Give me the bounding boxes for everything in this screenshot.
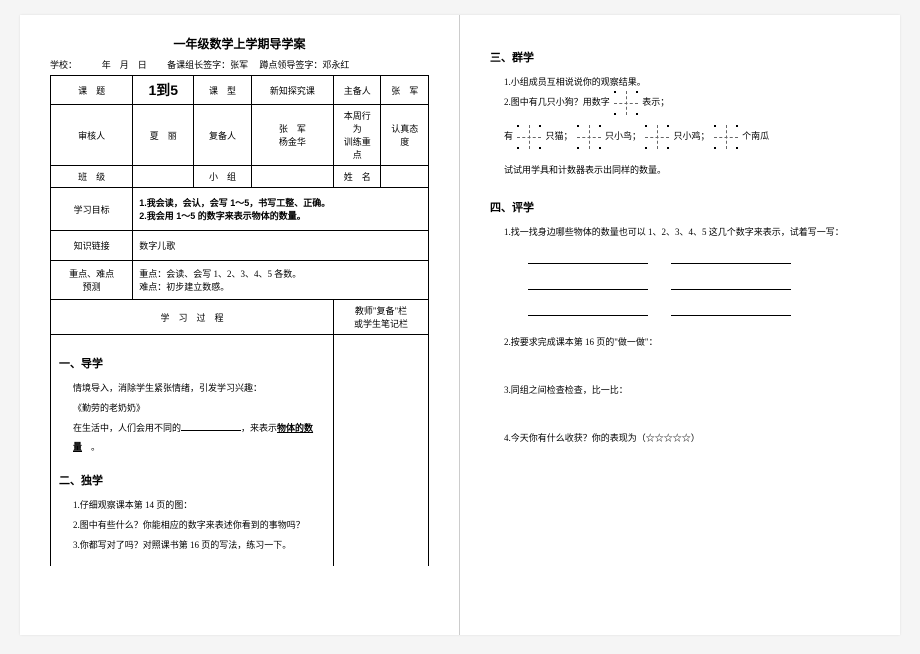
cell: 学 习 过 程 [51,300,334,335]
text-line: 2.图中有些什么？你能相应的数字来表述你看到的事物吗？ [73,516,325,536]
write-box[interactable] [614,91,638,115]
cell: 课 型 [194,76,252,105]
table-row: 重点、难点 预测 重点：会读、会写 1、2、3、4、5 各数。 难点：初步建立数… [51,261,429,300]
cell: 夏 丽 [133,105,194,166]
text: 在生活中，人们会用不同的 [73,423,181,433]
sig2-label: 蹲点领导签字： [259,60,322,70]
table-row: 一、导学 情境导入，消除学生紧张情绪，引发学习兴趣： 《勤劳的老奶奶》 在生活中… [51,335,429,566]
date-label: 年 月 日 [102,60,147,70]
text-line: 在生活中，人们会用不同的，来表示物体的数量 。 [73,419,325,459]
text: 只小鸡； [674,131,710,141]
cell: 主备人 [334,76,381,105]
info-line: 学校： 年 月 日 备课组长签字：张军 蹲点领导签字：邓永红 [50,58,429,71]
cell: 课 题 [51,76,133,105]
school-label: 学校： [50,60,73,70]
cell: 教师"复备"栏 或学生笔记栏 [334,300,429,335]
text-line: 4.今天你有什么收获？你的表现为（☆☆☆☆☆） [504,429,870,447]
worksheet: 一年级数学上学期导学案 学校： 年 月 日 备课组长签字：张军 蹲点领导签字：邓… [20,15,900,635]
cell: 张 军 [381,76,429,105]
section-1: 一、导学 [59,355,325,371]
answer-blanks [518,305,870,319]
fill-blank[interactable] [528,279,648,290]
left-column: 一年级数学上学期导学案 学校： 年 月 日 备课组长签字：张军 蹲点领导签字：邓… [20,15,460,635]
right-column: 三、群学 1.小组成员互相说说你的观察结果。 2.图中有几只小狗？用数字 表示；… [460,15,900,635]
table-row: 学习目标 1.我会读，会认，会写 1～5，书写工整、正确。 2.我会用 1～5 … [51,188,429,231]
sig1-label: 备课组长签字： [167,60,230,70]
table-row: 知识链接 数字儿歌 [51,231,429,261]
text: 2.图中有几只小狗？用数字 [504,97,610,107]
write-box[interactable] [714,125,738,149]
text-line: 试试用学具和计数器表示出同样的数量。 [504,161,870,179]
cell: 重点、难点 预测 [51,261,133,300]
table-row: 班 级 小 组 姓 名 [51,166,429,188]
cell: 审核人 [51,105,133,166]
table-row: 审核人 夏 丽 复备人 张 军 杨金华 本周行为 训练重点 认真态度 [51,105,429,166]
text-line: 3.你都写对了吗？对照课书第 16 页的写法，练习一下。 [73,536,325,556]
cell-blank[interactable] [381,166,429,188]
text: ，来表示 [241,423,277,433]
cell-blank[interactable] [133,166,194,188]
text: 个南瓜 [742,131,769,141]
answer-blanks [518,279,870,293]
cell: 重点：会读、会写 1、2、3、4、5 各数。 难点：初步建立数感。 [133,261,429,300]
fill-blank[interactable] [671,305,791,316]
cell-blank[interactable] [251,166,333,188]
text: 表示； [642,97,669,107]
notes-cell[interactable] [334,335,429,566]
cell: 1到5 [133,76,194,105]
text: 只小鸟； [605,131,641,141]
text-line: 2.按要求完成课本第 16 页的"做一做"： [504,333,870,351]
text-line: 1.小组成员互相说说你的观察结果。 [504,73,870,91]
cell: 本周行为 训练重点 [334,105,381,166]
section-2: 二、独学 [59,472,325,488]
info-table: 课 题 1到5 课 型 新知探究课 主备人 张 军 审核人 夏 丽 复备人 张 … [50,75,429,566]
cell: 复备人 [194,105,252,166]
write-box[interactable] [645,125,669,149]
cell: 小 组 [194,166,252,188]
fill-blank[interactable] [671,279,791,290]
write-box[interactable] [577,125,601,149]
text-line: 有 只猫； 只小鸟； 只小鸡； 个南瓜 [504,125,870,149]
cell: 数字儿歌 [133,231,429,261]
cell: 新知探究课 [251,76,333,105]
text-line: 1.仔细观察课本第 14 页的图： [73,496,325,516]
cell: 认真态度 [381,105,429,166]
write-box[interactable] [517,125,541,149]
cell: 学习目标 [51,188,133,231]
text-line: 情境导入，消除学生紧张情绪，引发学习兴趣： [73,379,325,399]
fill-blank[interactable] [528,305,648,316]
cell: 姓 名 [334,166,381,188]
fill-blank[interactable] [181,420,241,431]
text-line: 1.找一找身边哪些物体的数量也可以 1、2、3、4、5 这几个数字来表示，试着写… [504,223,870,241]
process-cell: 一、导学 情境导入，消除学生紧张情绪，引发学习兴趣： 《勤劳的老奶奶》 在生活中… [51,335,334,566]
sig2-value: 邓永红 [322,60,349,70]
text-line: 3.同组之间检查检查，比一比： [504,381,870,399]
cell: 班 级 [51,166,133,188]
text-line: 《勤劳的老奶奶》 [73,399,325,419]
cell: 张 军 杨金华 [251,105,333,166]
text: 有 [504,131,513,141]
fill-blank[interactable] [671,253,791,264]
cell: 知识链接 [51,231,133,261]
section-3: 三、群学 [490,49,870,65]
text: 只猫； [546,131,573,141]
fill-blank[interactable] [528,253,648,264]
cell: 1.我会读，会认，会写 1～5，书写工整、正确。 2.我会用 1～5 的数字来表… [133,188,429,231]
page-title: 一年级数学上学期导学案 [50,35,429,52]
section-4: 四、评学 [490,199,870,215]
text-line: 2.图中有几只小狗？用数字 表示； [504,91,870,115]
table-row: 课 题 1到5 课 型 新知探究课 主备人 张 军 [51,76,429,105]
table-row: 学 习 过 程 教师"复备"栏 或学生笔记栏 [51,300,429,335]
answer-blanks [518,253,870,267]
sig1-value: 张军 [230,60,248,70]
